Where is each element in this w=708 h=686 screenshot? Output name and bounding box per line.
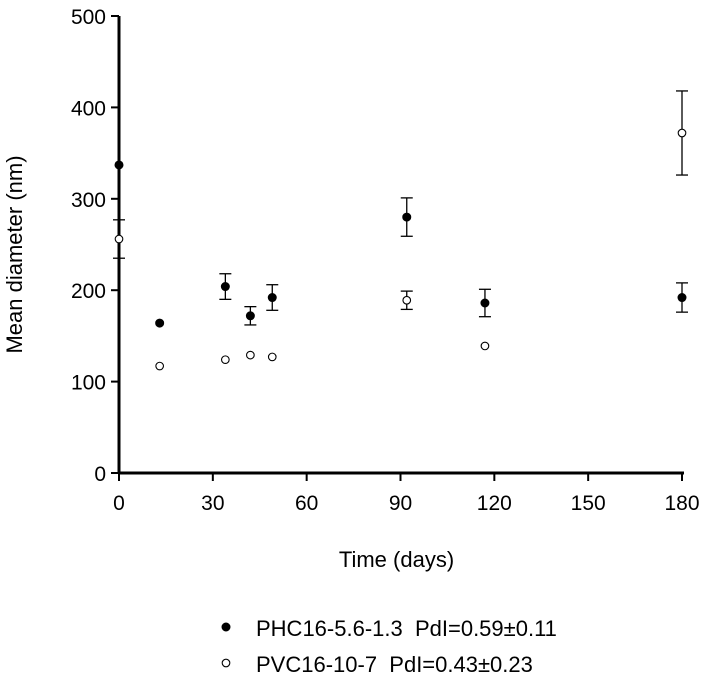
x-tick-label: 120 xyxy=(477,492,512,515)
legend-marker-open-icon xyxy=(221,658,231,668)
axes xyxy=(117,16,684,475)
legend-entry-1: PHC16-5.6-1.3 PdI=0.59±0.11 xyxy=(256,616,557,641)
y-tick-label: 300 xyxy=(71,189,106,212)
y-ticks: 0 100 200 300 400 500 xyxy=(71,6,119,486)
x-tick-label: 0 xyxy=(113,492,125,515)
y-tick-label: 0 xyxy=(94,463,106,486)
data-point-filled xyxy=(245,311,255,321)
data-point-open xyxy=(246,350,255,360)
data-point-open xyxy=(267,352,277,362)
y-axis-title: Mean diameter (nm) xyxy=(2,155,27,353)
data-point-filled xyxy=(220,282,230,292)
x-tick-label: 180 xyxy=(664,492,699,515)
data-point-filled xyxy=(267,293,277,303)
data-point-open xyxy=(677,128,687,138)
data-point-filled xyxy=(114,160,124,170)
data-point-open xyxy=(220,355,230,365)
data-point-filled xyxy=(480,298,490,308)
data-point-open xyxy=(480,341,490,351)
data-points xyxy=(114,128,687,371)
data-point-open xyxy=(114,234,124,244)
data-point-filled xyxy=(677,293,687,303)
y-tick-label: 400 xyxy=(71,97,106,120)
data-point-filled xyxy=(402,212,412,222)
data-point-open xyxy=(155,361,165,371)
legend: PHC16-5.6-1.3 PdI=0.59±0.11 PVC16-10-7 P… xyxy=(221,616,557,677)
y-tick-label: 200 xyxy=(71,280,106,303)
x-ticks: 0 30 60 90 120 150 180 xyxy=(113,473,700,515)
legend-marker-filled-icon xyxy=(221,622,231,632)
error-bars xyxy=(113,90,688,326)
legend-entry-2: PVC16-10-7 PdI=0.43±0.23 xyxy=(256,652,533,677)
data-point-filled xyxy=(155,318,165,328)
x-tick-label: 30 xyxy=(201,492,224,515)
data-point-open xyxy=(402,295,412,305)
y-tick-label: 100 xyxy=(71,372,106,395)
x-tick-label: 60 xyxy=(295,492,318,515)
x-tick-label: 90 xyxy=(389,492,412,515)
x-axis-title: Time (days) xyxy=(339,547,454,572)
y-tick-label: 500 xyxy=(71,6,106,29)
x-tick-label: 150 xyxy=(571,492,606,515)
